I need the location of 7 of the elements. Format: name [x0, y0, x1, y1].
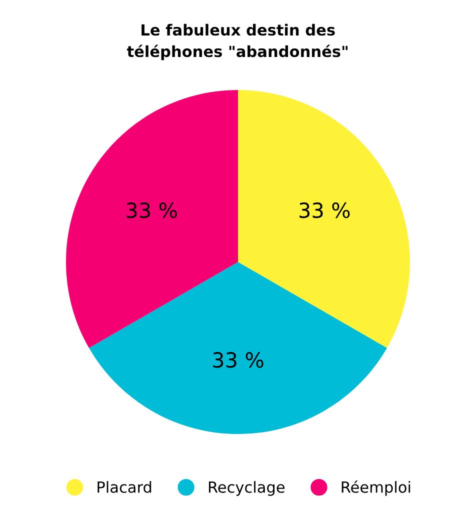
chart-title: Le fabuleux destin des téléphones "abandonnés" — [126, 24, 348, 60]
data-label: 33 % — [300, 202, 350, 218]
legend-label: Placard — [98, 481, 152, 493]
data-label: 33 % — [213, 352, 264, 368]
legend-label: Réemploi — [342, 480, 410, 496]
data-label: 33 % — [126, 202, 177, 218]
legend-label: Recyclage — [208, 481, 285, 496]
